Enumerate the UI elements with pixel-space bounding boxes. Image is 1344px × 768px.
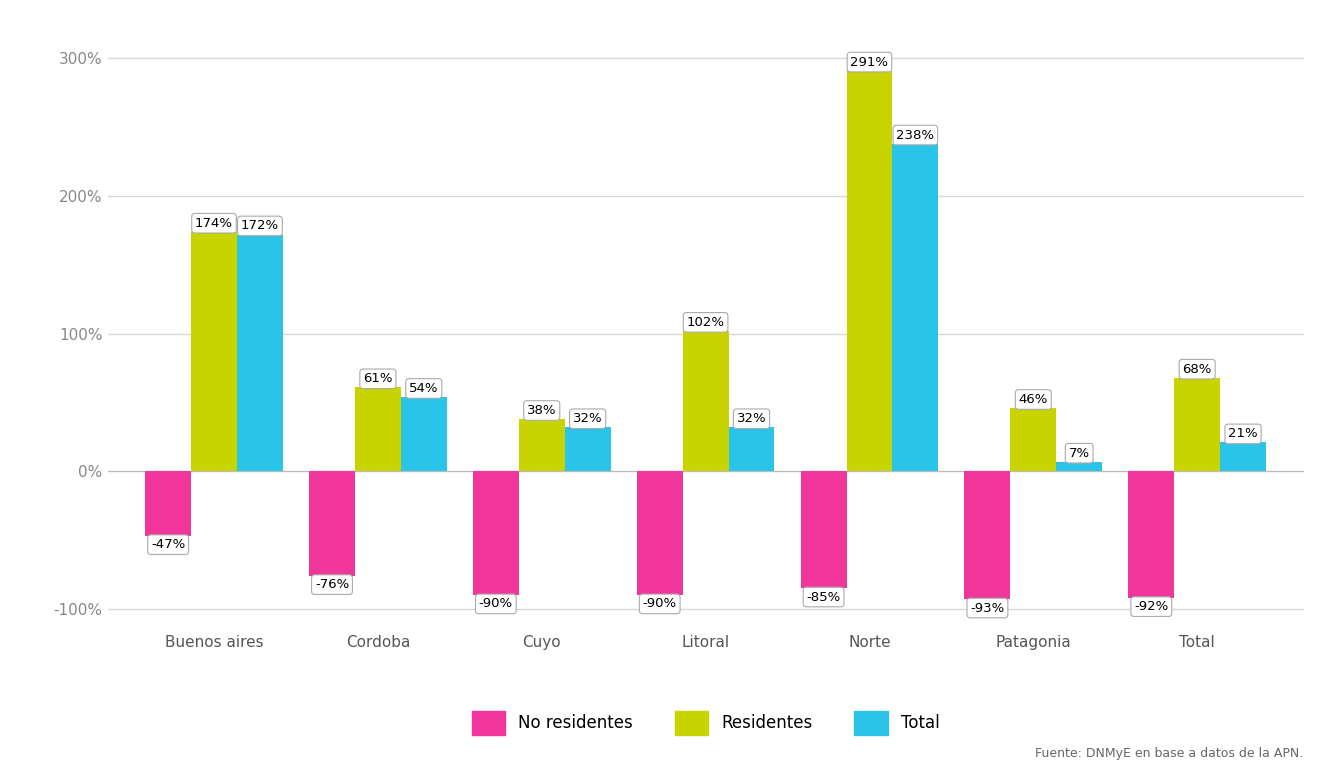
Text: 32%: 32%	[573, 412, 602, 425]
Text: 68%: 68%	[1183, 362, 1212, 376]
Bar	[892, 144, 938, 472]
Bar	[519, 419, 564, 472]
Bar	[847, 71, 892, 472]
Text: 291%: 291%	[851, 55, 888, 68]
Text: 238%: 238%	[896, 128, 934, 141]
Text: -90%: -90%	[478, 598, 513, 611]
Text: 46%: 46%	[1019, 393, 1048, 406]
Text: Fuente: DNMyE en base a datos de la APN.: Fuente: DNMyE en base a datos de la APN.	[1035, 747, 1304, 760]
Text: 172%: 172%	[241, 220, 280, 233]
Text: -47%: -47%	[151, 538, 185, 551]
Bar	[683, 331, 728, 472]
Bar	[801, 472, 847, 588]
Text: -76%: -76%	[314, 578, 349, 591]
Bar	[965, 472, 1011, 600]
Bar	[564, 427, 610, 472]
Text: 54%: 54%	[409, 382, 438, 395]
Bar	[728, 427, 774, 472]
Bar	[1129, 472, 1175, 598]
Bar	[473, 472, 519, 595]
Bar	[145, 472, 191, 536]
Text: -92%: -92%	[1134, 600, 1168, 613]
Text: 102%: 102%	[687, 316, 724, 329]
Text: -85%: -85%	[806, 591, 841, 604]
Bar	[355, 387, 401, 472]
Text: 61%: 61%	[363, 372, 392, 386]
Text: 21%: 21%	[1228, 428, 1258, 440]
Bar	[1175, 378, 1220, 472]
Bar	[1056, 462, 1102, 472]
Text: -93%: -93%	[970, 601, 1004, 614]
Bar	[401, 397, 446, 472]
Bar	[237, 234, 282, 472]
Text: -90%: -90%	[642, 598, 677, 611]
Bar	[1220, 442, 1266, 472]
Bar	[191, 232, 237, 472]
Bar	[1011, 408, 1056, 472]
Text: 7%: 7%	[1068, 447, 1090, 460]
Bar	[637, 472, 683, 595]
Text: 38%: 38%	[527, 404, 556, 417]
Legend: No residentes, Residentes, Total: No residentes, Residentes, Total	[465, 704, 946, 741]
Text: 32%: 32%	[737, 412, 766, 425]
Text: 174%: 174%	[195, 217, 233, 230]
Bar	[309, 472, 355, 576]
